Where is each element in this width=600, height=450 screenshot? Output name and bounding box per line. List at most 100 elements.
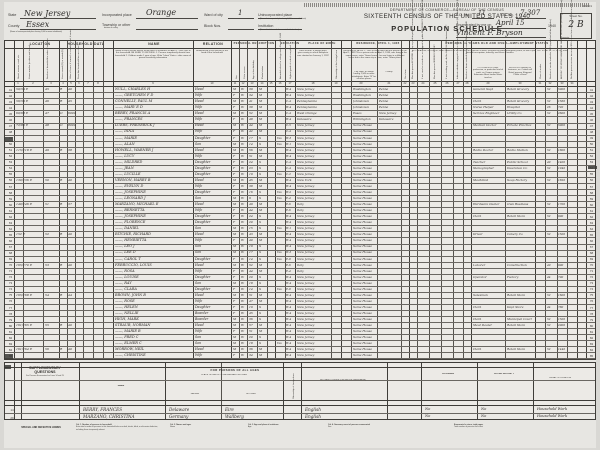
cell-sex[interactable]: F — [233, 353, 236, 358]
cell-marital[interactable]: M — [259, 292, 263, 297]
cell-rent[interactable]: 8000 — [68, 123, 76, 128]
cell-grade[interactable]: H-4 — [286, 280, 292, 285]
cell-race[interactable]: W — [241, 256, 245, 261]
cell-relation[interactable]: Son — [195, 280, 202, 285]
cell-race[interactable]: W — [241, 147, 245, 152]
cell-relation[interactable]: Wife — [195, 298, 203, 303]
cell-rent[interactable]: 40 — [68, 323, 72, 328]
cell-address[interactable]: 72/80 E — [16, 123, 29, 128]
cell-race[interactable]: W — [241, 250, 245, 255]
cell-birthplace[interactable]: New Jersey — [297, 347, 315, 352]
cell-relation[interactable]: Head — [195, 111, 204, 116]
cell-occupation[interactable]: Hardware Dealer — [473, 202, 500, 207]
cell-res-state[interactable]: Penna — [379, 87, 389, 92]
cell-birthplace[interactable]: New Jersey — [297, 232, 315, 237]
cell-age[interactable]: 51 — [249, 292, 253, 297]
cell-relation[interactable]: Wife — [195, 117, 203, 122]
cell-race[interactable]: W — [241, 304, 245, 309]
cell-sex[interactable]: F — [233, 298, 236, 303]
cell-res-city[interactable]: Same House — [353, 196, 373, 200]
cell-industry[interactable]: Retail Store — [507, 214, 526, 219]
cell-tenure[interactable]: R — [60, 292, 63, 297]
cell-sex[interactable]: F — [233, 238, 236, 243]
cell-marital[interactable]: S — [259, 220, 262, 225]
cell-age[interactable]: 24 — [249, 159, 253, 164]
cell-relation[interactable]: Head — [195, 232, 204, 237]
cell-name[interactable]: ——, FRED C — [115, 335, 139, 340]
supp-cell-father[interactable]: Germany — [169, 414, 189, 420]
cell-birthplace[interactable]: New Jersey — [297, 286, 315, 291]
cell-res-city[interactable]: Same House — [353, 214, 373, 219]
cell-address[interactable]: 130/136 E — [16, 177, 33, 182]
cell-grade[interactable]: E-8 — [286, 256, 291, 261]
cell-tenure[interactable]: R — [60, 177, 63, 182]
cell-name[interactable]: HOWELL, WARNER J — [115, 147, 154, 152]
ed-no-value[interactable]: 11 — [478, 10, 486, 17]
cell-name[interactable]: ——, CHRISTINE — [115, 353, 146, 358]
cell-marital[interactable]: S — [259, 310, 262, 315]
cell-weeks[interactable]: 52 — [547, 87, 551, 92]
cell-name[interactable]: ——, MILDRED — [115, 159, 143, 164]
cell-school[interactable]: Yes — [277, 189, 282, 194]
cell-marital[interactable]: S — [259, 244, 262, 249]
cell-res-city[interactable]: Same House — [353, 226, 373, 231]
cell-relation[interactable]: Daughter — [195, 189, 211, 194]
cell-sex[interactable]: M — [233, 232, 237, 237]
cell-school[interactable]: Yes — [277, 250, 282, 255]
cell-grade[interactable]: H-4 — [286, 341, 292, 346]
cell-birthplace[interactable]: New Jersey — [297, 220, 315, 225]
cell-school[interactable]: Yes — [277, 171, 282, 176]
cell-sex[interactable]: M — [233, 280, 237, 285]
cell-tenure[interactable]: R — [60, 87, 63, 92]
cell-grade[interactable]: H-3 — [286, 135, 292, 140]
cell-relation[interactable]: Son — [195, 335, 202, 340]
cell-res-city[interactable]: Same House — [353, 141, 373, 146]
cell-relation[interactable]: Son — [195, 250, 202, 255]
cell-birthplace[interactable]: New Jersey — [297, 147, 315, 152]
cell-sex[interactable]: M — [233, 202, 237, 207]
cell-birthplace[interactable]: New Jersey — [297, 135, 315, 140]
cell-wages[interactable]: 5000 — [558, 123, 566, 128]
cell-marital[interactable]: S — [259, 165, 262, 170]
cell-sex[interactable]: M — [233, 87, 237, 92]
cell-relation[interactable]: Wife — [195, 208, 203, 213]
cell-marital[interactable]: S — [259, 341, 262, 346]
cell-birthplace[interactable]: New Jersey — [297, 335, 315, 340]
cell-age[interactable]: 16 — [249, 189, 253, 194]
cell-rent[interactable]: 40 — [68, 232, 72, 237]
cell-relation[interactable]: Daughter — [195, 171, 211, 176]
cell-birthplace[interactable]: Pennsylvania — [297, 99, 317, 104]
cell-relation[interactable]: Wife — [195, 105, 203, 110]
cell-sex[interactable]: F — [233, 153, 236, 158]
cell-relation[interactable]: Head — [195, 262, 204, 267]
cell-res-city[interactable]: Washington — [353, 87, 371, 92]
cell-birthplace[interactable]: New Jersey — [297, 226, 315, 231]
cell-res-city[interactable]: Same House — [353, 310, 373, 315]
cell-marital[interactable]: S — [259, 214, 262, 219]
cell-tenure[interactable]: O — [60, 123, 63, 128]
cell-res-city[interactable]: Same House — [353, 298, 373, 303]
cell-marital[interactable]: M — [259, 123, 263, 128]
cell-occupation[interactable]: Operator — [473, 274, 487, 279]
cell-birthplace[interactable]: New Jersey — [297, 183, 315, 188]
cell-weeks[interactable]: 52 — [547, 111, 551, 116]
cell-relation[interactable]: Son — [195, 196, 202, 200]
cell-sex[interactable]: F — [233, 105, 236, 110]
cell-relation[interactable]: Wife — [195, 183, 203, 188]
cell-age[interactable]: 9 — [249, 196, 251, 200]
cell-relation[interactable]: Head — [195, 323, 204, 328]
cell-birthplace[interactable]: West Orange — [297, 111, 317, 116]
cell-res-city[interactable]: Same House — [353, 189, 373, 194]
cell-sex[interactable]: M — [233, 226, 237, 231]
cell-marital[interactable]: S — [259, 286, 262, 291]
cell-sex[interactable]: F — [233, 329, 236, 334]
cell-birthplace[interactable]: New Jersey — [297, 280, 315, 285]
cell-marital[interactable]: S — [259, 250, 262, 255]
cell-res-city[interactable]: Same House — [353, 147, 373, 152]
cell-grade[interactable]: E-4 — [286, 268, 291, 273]
cell-age[interactable]: 14 — [249, 141, 253, 146]
cell-name[interactable]: ——, HENRIETTA — [115, 238, 147, 243]
cell-sex[interactable]: M — [233, 262, 237, 267]
cell-sex[interactable]: M — [233, 335, 237, 340]
cell-sex[interactable]: M — [233, 347, 237, 352]
